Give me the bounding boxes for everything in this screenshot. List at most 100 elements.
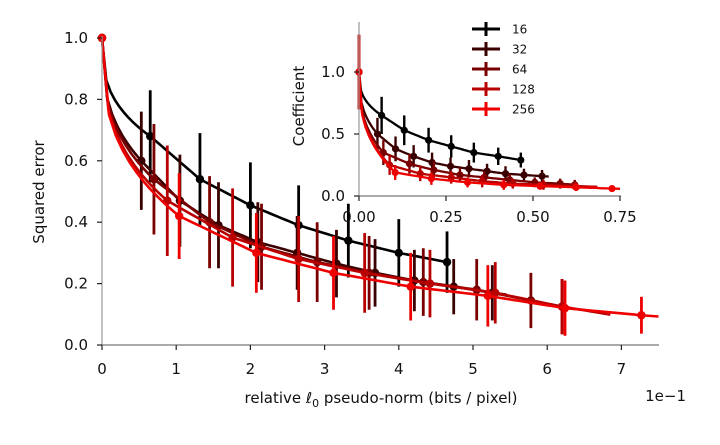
legend-label-16: 16 [512, 23, 527, 37]
inset-data-point-64 [405, 160, 414, 168]
main-data-point-256 [406, 282, 415, 291]
main-x-ticks: 0 1 2 3 4 5 6 7 [97, 345, 626, 378]
main-data-point-64 [149, 175, 159, 184]
main-data-point-256 [252, 248, 261, 258]
inset-x-tick-label: 0.25 [429, 208, 462, 226]
main-fit-line-128 [100, 37, 611, 316]
x-label-suffix: pseudo-norm (bits / pixel) [319, 389, 517, 407]
inset-data-point-16 [517, 156, 525, 164]
main-data-point-16 [442, 257, 452, 267]
inset-data-point-16 [425, 136, 433, 144]
inset-data-point-32 [373, 130, 382, 138]
main-data-point-128 [360, 268, 369, 278]
inset-data-point-16 [378, 111, 386, 119]
inset-data-point-256 [608, 184, 616, 193]
inset-data-point-32 [410, 152, 418, 160]
inset-fit-line-128 [357, 71, 598, 188]
main-fit-line-16 [100, 37, 448, 264]
main-data-point-16 [394, 248, 403, 258]
legend-entry-64: 64 [472, 62, 527, 77]
inset-data-point-256 [536, 182, 544, 190]
legend-label-64: 64 [512, 63, 527, 77]
inset-x-tick-label: 0.75 [603, 208, 636, 226]
x-label-ell-symbol: ℓ [305, 389, 312, 407]
inset-data-point-32 [391, 145, 400, 153]
legend-entry-256: 256 [472, 102, 535, 117]
inset-y-tick-label: 1.0 [321, 63, 345, 81]
main-series-group [97, 33, 659, 336]
main-y-tick-label: 0.0 [64, 336, 88, 354]
main-y-tick-label: 0.6 [64, 152, 88, 170]
legend-entry-16: 16 [472, 22, 527, 37]
inset-series-16 [355, 68, 525, 168]
main-panel: 0 1 2 3 4 5 6 7 0.0 0.2 0.4 0.6 0.8 1.0 Squared erro… [30, 29, 686, 410]
main-data-point-128 [425, 279, 435, 288]
main-data-point-256 [483, 291, 493, 301]
main-x-axis-label: relative ℓ0 pseudo-norm (bits / pixel) [245, 389, 518, 410]
inset-data-point-32 [538, 172, 546, 180]
inset-data-point-32 [501, 170, 510, 178]
main-y-tick-label: 0.4 [64, 213, 88, 231]
main-series-256 [97, 33, 659, 336]
main-data-point-128 [491, 288, 500, 298]
legend: 16 32 64 128 256 [472, 22, 535, 117]
main-data-point-128 [294, 254, 303, 264]
main-x-tick-label: 7 [617, 360, 627, 378]
inset-x-tick-label: 0.50 [516, 208, 549, 226]
main-data-point-16 [246, 201, 255, 210]
inset-panel: 0.00 0.25 0.50 0.75 0.0 0.5 1.0 Coefficient 1… [290, 22, 637, 226]
inset-data-point-128 [447, 173, 455, 181]
inset-x-ticks: 0.00 0.25 0.50 0.75 [342, 196, 637, 226]
main-y-tick-label: 0.2 [64, 275, 88, 293]
inset-data-point-32 [446, 162, 455, 170]
main-y-ticks: 0.0 0.2 0.4 0.6 0.8 1.0 [64, 29, 102, 354]
main-data-point-16 [195, 175, 205, 184]
main-y-tick-label: 0.8 [64, 90, 88, 108]
main-y-axis-label: Squared error [30, 139, 48, 243]
inset-data-point-256 [427, 175, 435, 183]
main-x-tick-label: 0 [97, 360, 107, 378]
inset-data-point-32 [520, 171, 528, 179]
inset-data-point-16 [494, 152, 502, 160]
main-data-point-256 [560, 303, 570, 313]
legend-label-256: 256 [512, 103, 535, 117]
inset-y-tick-label: 0.0 [321, 187, 345, 205]
main-y-tick-label: 1.0 [64, 29, 88, 47]
inset-data-point-64 [430, 166, 438, 174]
inset-data-point-256 [500, 181, 508, 189]
main-data-point-16 [146, 132, 155, 141]
inset-data-point-32 [465, 165, 473, 173]
inset-data-point-64 [456, 171, 464, 179]
main-data-point-256 [174, 211, 184, 221]
main-data-point-256 [637, 311, 646, 320]
main-x-tick-label: 1 [171, 360, 181, 378]
main-x-tick-label: 6 [542, 360, 552, 378]
x-axis-offset-label: 1e−1 [645, 387, 686, 405]
main-x-tick-label: 5 [468, 360, 478, 378]
main-x-tick-label: 2 [246, 360, 256, 378]
inset-series-group [355, 34, 621, 193]
inset-y-ticks: 0.0 0.5 1.0 [321, 63, 359, 205]
x-label-subscript: 0 [312, 397, 319, 410]
inset-data-point-256 [572, 183, 580, 191]
inset-data-point-256 [463, 178, 472, 186]
main-data-point-16 [344, 236, 353, 245]
inset-data-point-16 [447, 142, 455, 150]
main-series-128 [97, 33, 611, 335]
main-x-tick-label: 4 [394, 360, 404, 378]
inset-fit-line-16 [357, 71, 521, 162]
inset-data-point-256 [391, 168, 399, 177]
inset-y-axis-label: Coefficient [290, 66, 308, 147]
legend-label-32: 32 [512, 43, 527, 57]
legend-entry-32: 32 [472, 42, 527, 57]
legend-entry-128: 128 [472, 82, 535, 97]
main-data-point-256 [329, 268, 338, 278]
x-label-prefix: relative [245, 389, 306, 407]
main-x-tick-label: 3 [320, 360, 330, 378]
legend-label-128: 128 [512, 83, 535, 97]
inset-x-tick-label: 0.00 [342, 208, 375, 226]
inset-data-point-16 [470, 149, 478, 157]
inset-y-tick-label: 0.5 [321, 125, 345, 143]
inset-data-point-16 [400, 126, 408, 134]
